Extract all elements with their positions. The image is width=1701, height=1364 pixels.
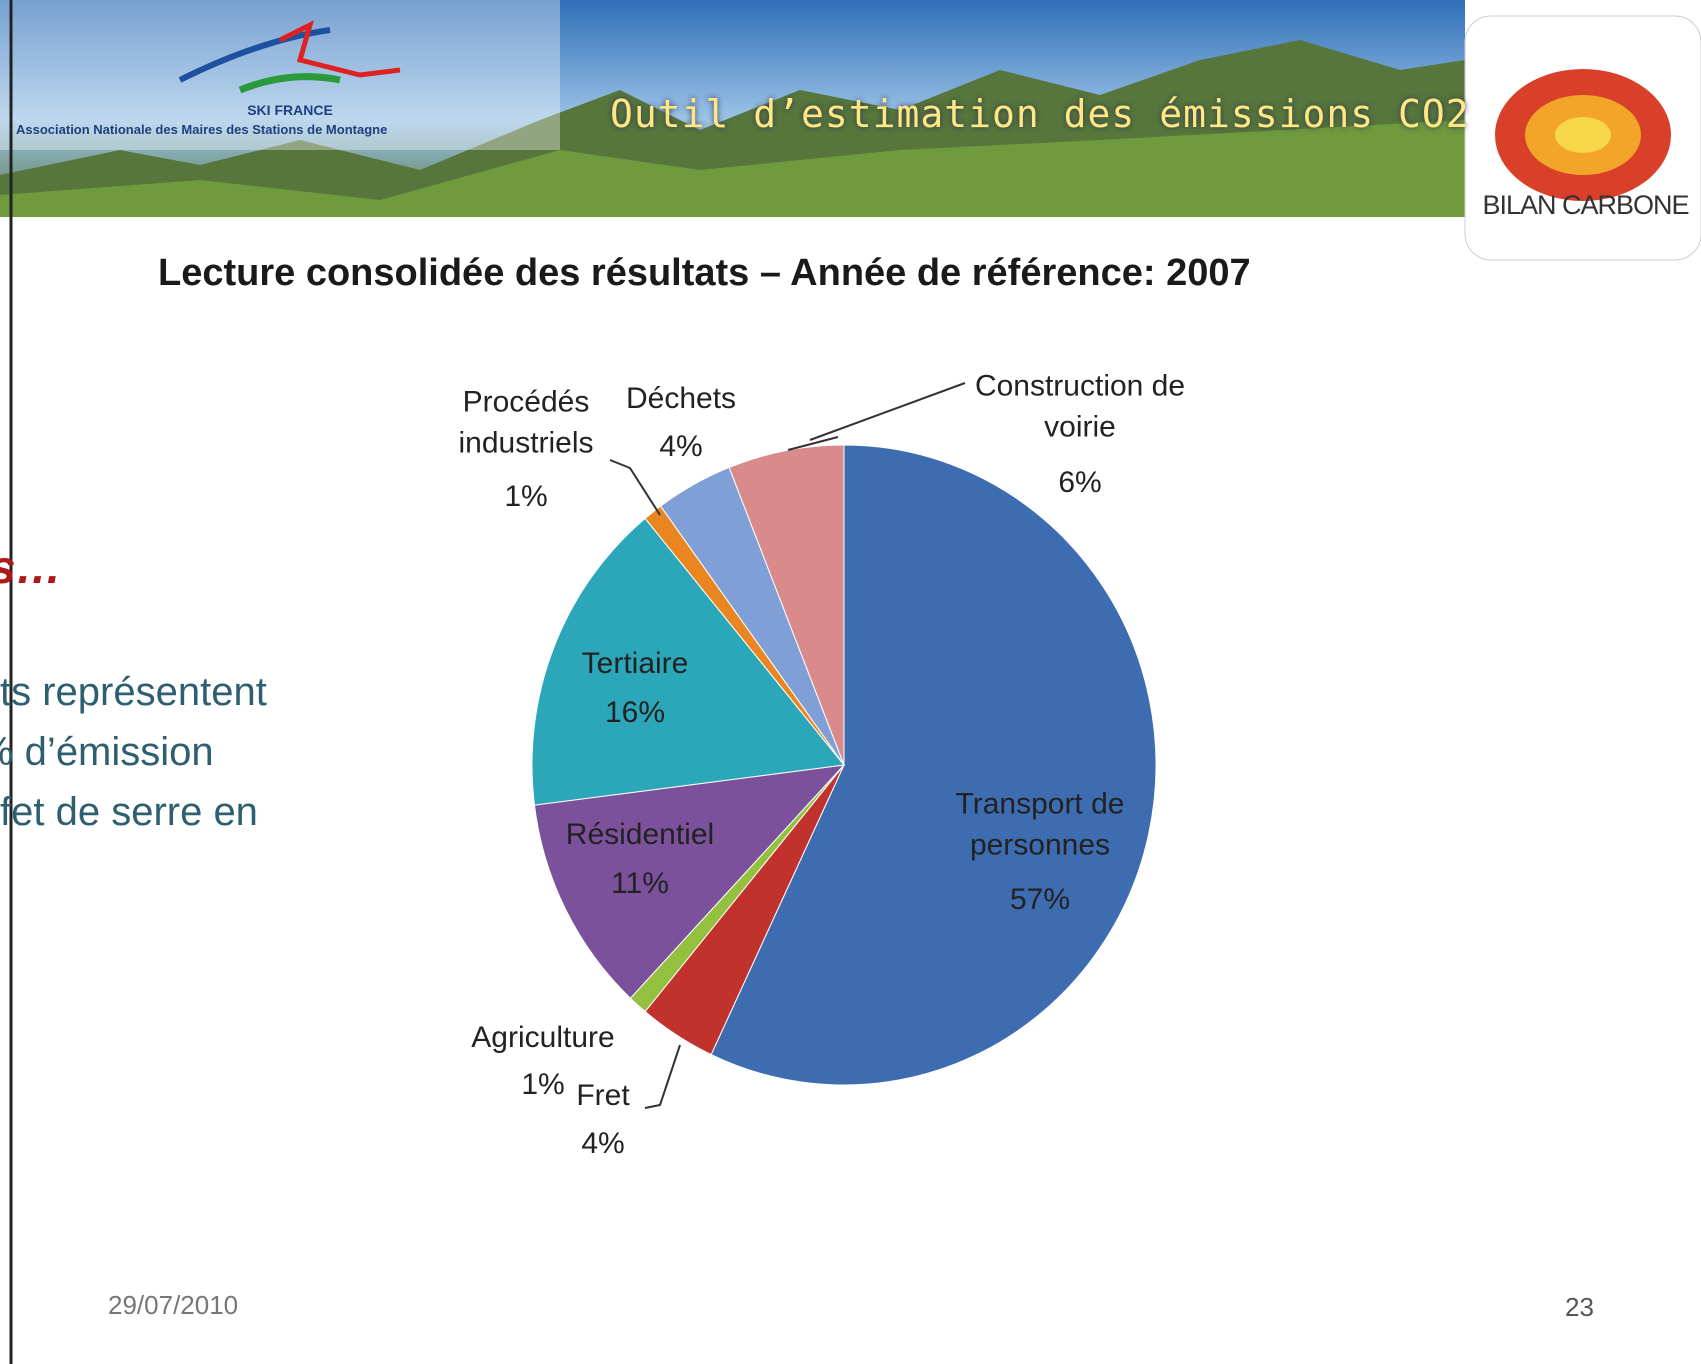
footer-date: 29/07/2010 (108, 1290, 239, 1320)
logo-stroke (178, 27, 331, 83)
slice-label: Construction de voirie (974, 369, 1186, 444)
logo-stroke (238, 73, 341, 94)
org-full: Association Nationale des Maires des Sta… (16, 122, 388, 137)
logo-stroke (278, 20, 401, 78)
side-line: ts représentent (0, 670, 267, 714)
slice-value-label: 4% (581, 1126, 625, 1160)
pie (531, 444, 1157, 1086)
slice-label: Transport de personnes (955, 787, 1125, 862)
leader-line (609, 459, 661, 516)
slice-label: Tertiaire (581, 646, 689, 680)
slice-label: Procédés industriels (458, 385, 594, 460)
side-line: % d’émission (0, 730, 214, 774)
chart-title: Lecture consolidée des résultats – Année… (158, 252, 1251, 294)
pie-slice (533, 764, 846, 999)
slice-value-label: 4% (659, 429, 703, 463)
leader-lines (609, 382, 966, 1109)
hills (0, 120, 1465, 217)
slice-value-label: 1% (504, 479, 548, 513)
side-line: fet de serre en (0, 790, 258, 834)
side-heading: s… (0, 541, 62, 593)
slice-label: Résidentiel (565, 817, 715, 851)
page-number: 23 (1565, 1292, 1594, 1322)
slice-value-label: 11% (611, 866, 669, 900)
org-short: SKI FRANCE (247, 102, 333, 118)
banner-haze (0, 0, 560, 150)
pie-slice (728, 444, 845, 766)
logo-ring (1555, 117, 1611, 153)
slice-value-label: 6% (1058, 465, 1102, 499)
slice-value-label: 57% (1009, 882, 1071, 916)
leader-line (644, 1044, 681, 1109)
pie-slice (710, 444, 1157, 1086)
slice-label: Agriculture (471, 1020, 615, 1054)
slice-label: Fret (576, 1078, 630, 1112)
leader-line (787, 436, 839, 451)
slice-label: Déchets (625, 381, 737, 415)
slice-value-label: 16% (604, 695, 666, 729)
leader-line (809, 382, 966, 441)
pie-slice (531, 517, 845, 806)
banner-title: Outil d’estimation des émissions CO2 (610, 92, 1470, 136)
logo-text: BILAN CARBONE (1482, 190, 1689, 220)
slice-value-label: 1% (521, 1067, 565, 1101)
